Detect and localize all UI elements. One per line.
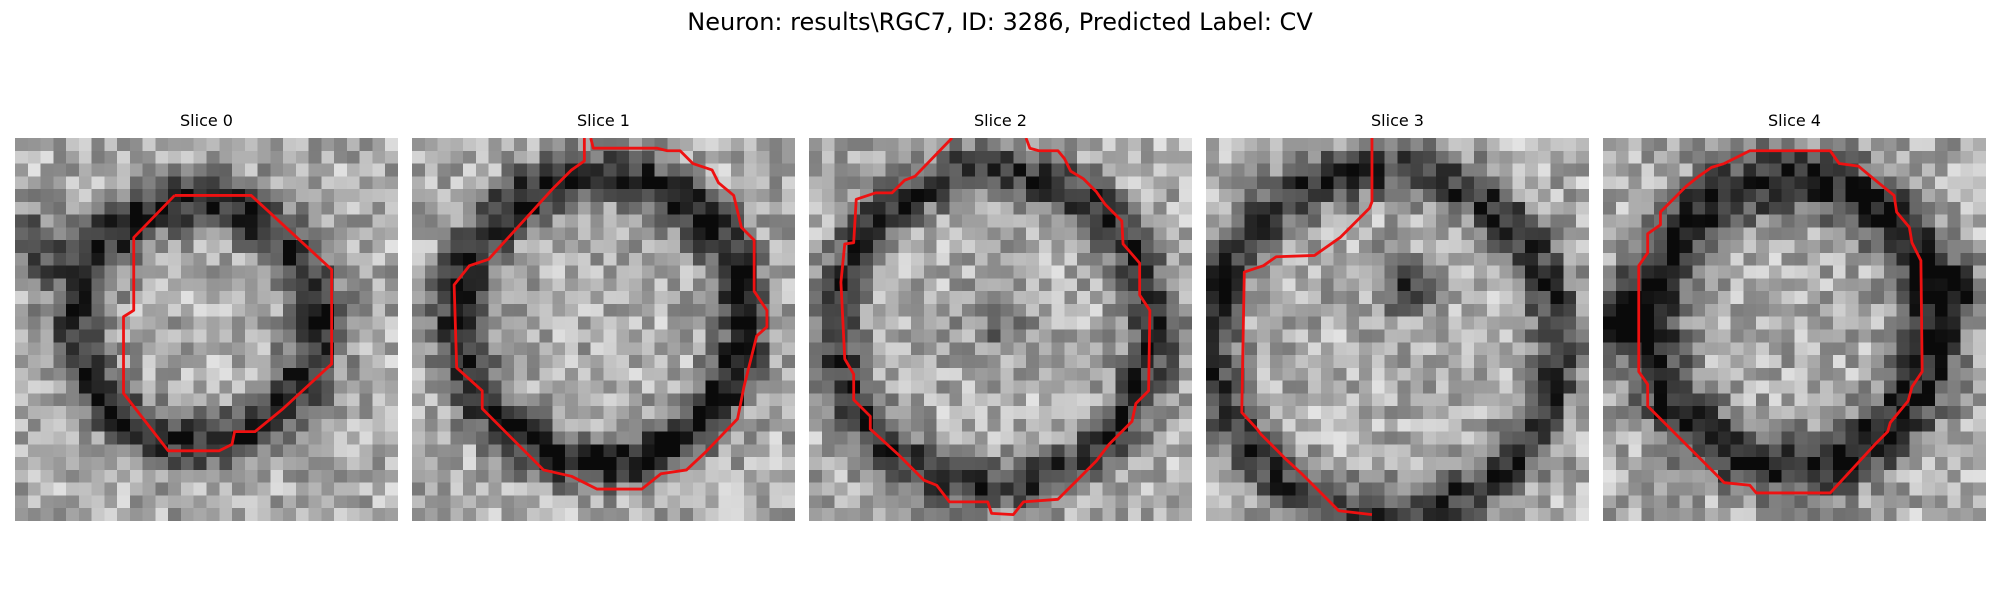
slice-title-4: Slice 4 bbox=[1768, 111, 1821, 130]
figure-title: Neuron: results\RGC7, ID: 3286, Predicte… bbox=[687, 8, 1313, 36]
slice-image-4 bbox=[1603, 138, 1986, 521]
slice-panel-3: Slice 3 bbox=[1206, 110, 1589, 521]
slice-title-2: Slice 2 bbox=[974, 111, 1027, 130]
slice-image-2 bbox=[809, 138, 1192, 521]
cell-contour-3 bbox=[1240, 138, 1374, 517]
cell-contour-0 bbox=[122, 194, 334, 453]
slice-image-1 bbox=[412, 138, 795, 521]
cell-contour-4 bbox=[1637, 149, 1924, 495]
cell-contour-1 bbox=[452, 138, 769, 491]
slice-title-0: Slice 0 bbox=[180, 111, 233, 130]
slice-title-1: Slice 1 bbox=[577, 111, 630, 130]
slice-panel-1: Slice 1 bbox=[412, 110, 795, 521]
slice-image-3 bbox=[1206, 138, 1589, 521]
slice-panel-0: Slice 0 bbox=[15, 110, 398, 521]
slice-panel-4: Slice 4 bbox=[1603, 110, 1986, 521]
slice-image-0 bbox=[15, 138, 398, 521]
slice-panel-2: Slice 2 bbox=[809, 110, 1192, 521]
slice-title-3: Slice 3 bbox=[1371, 111, 1424, 130]
cell-contour-2 bbox=[839, 138, 1152, 517]
